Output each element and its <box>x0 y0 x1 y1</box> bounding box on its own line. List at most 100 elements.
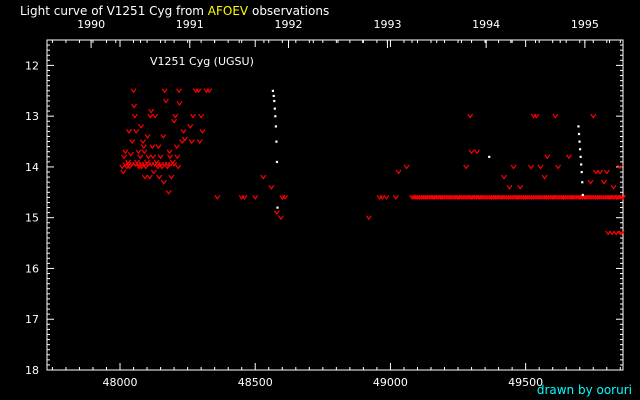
faint-observation-mark <box>537 164 544 170</box>
faint-observation-mark <box>383 195 390 200</box>
faint-observation-mark <box>125 129 132 134</box>
year-tick-label: 1990 <box>77 18 105 31</box>
faint-observation-mark <box>135 149 142 155</box>
y-tick-label: 17 <box>25 313 39 326</box>
faint-observation-mark <box>130 88 137 94</box>
faint-observation-mark <box>260 174 267 180</box>
credit-text: drawn by ooruri <box>536 383 632 397</box>
faint-observation-mark <box>617 195 624 200</box>
positive-observation-mark <box>273 107 276 110</box>
x-tick-label: 48000 <box>103 376 138 389</box>
faint-observation-mark <box>463 164 470 170</box>
title-highlight: AFOEV <box>207 4 249 18</box>
faint-observation-mark <box>175 164 182 170</box>
faint-observation-mark <box>241 195 248 200</box>
faint-observation-mark <box>131 103 138 109</box>
faint-observation-mark <box>160 134 167 139</box>
faint-observation-mark <box>174 154 181 160</box>
positive-observation-mark <box>577 125 580 128</box>
x-tick-label: 49500 <box>508 376 543 389</box>
faint-observation-mark <box>395 169 402 175</box>
positive-observation-mark <box>275 160 279 164</box>
faint-observation-mark <box>140 139 146 145</box>
faint-observation-mark <box>506 184 513 190</box>
faint-observation-mark <box>164 164 171 170</box>
faint-observation-mark <box>181 136 188 142</box>
x-tick-label: 49000 <box>373 376 408 389</box>
faint-observation-mark <box>129 139 136 145</box>
faint-observation-mark <box>125 159 132 165</box>
faint-observation-mark <box>142 164 149 170</box>
faint-observation-mark <box>127 151 134 157</box>
y-tick-label: 16 <box>25 262 39 275</box>
faint-observation-mark <box>122 149 129 155</box>
positive-observation-mark <box>274 125 277 128</box>
faint-observation-mark <box>141 174 148 180</box>
faint-observation-mark <box>176 101 183 106</box>
positive-observation-mark <box>275 140 278 143</box>
faint-observation-mark <box>158 164 165 170</box>
faint-observation-mark <box>160 179 167 185</box>
faint-observation-mark <box>206 88 213 94</box>
faint-observation-mark <box>149 144 156 150</box>
faint-observation-mark <box>268 184 275 190</box>
faint-observation-mark <box>510 164 517 170</box>
faint-observation-mark <box>541 174 548 180</box>
year-tick-label: 1993 <box>373 18 401 31</box>
faint-observation-mark <box>147 113 154 119</box>
year-tick-label: 1994 <box>472 18 500 31</box>
faint-observation-mark <box>281 195 288 200</box>
faint-observation-mark <box>467 113 474 119</box>
faint-observation-mark <box>544 154 551 160</box>
positive-observation-mark <box>579 155 582 158</box>
faint-observation-mark <box>171 162 178 167</box>
faint-observation-mark <box>190 113 197 119</box>
faint-observation-mark <box>172 113 179 119</box>
positive-observation-mark <box>276 206 279 209</box>
y-tick-label: 18 <box>25 364 39 377</box>
year-tick-label: 1991 <box>176 18 204 31</box>
faint-observation-mark <box>555 164 562 170</box>
faint-observation-mark <box>168 174 175 180</box>
faint-observation-mark <box>188 139 195 145</box>
faint-observation-mark <box>517 184 524 190</box>
faint-observation-mark <box>179 139 186 145</box>
faint-observation-mark <box>565 154 572 160</box>
faint-observation-mark <box>119 164 126 170</box>
faint-observation-mark <box>590 113 597 119</box>
faint-observation-mark <box>252 195 259 200</box>
faint-observation-mark <box>148 108 155 114</box>
faint-observation-mark <box>365 215 372 221</box>
positive-observation-mark <box>578 140 581 143</box>
faint-observation-mark <box>601 179 608 185</box>
faint-observation-mark <box>155 144 162 150</box>
year-tick-label: 1995 <box>571 18 599 31</box>
faint-observation-mark <box>196 139 203 145</box>
faint-observation-mark <box>473 149 480 155</box>
faint-observation-mark <box>161 88 168 94</box>
positive-observation-mark <box>488 155 491 158</box>
x-tick-label: 48500 <box>238 376 273 389</box>
y-tick-label: 15 <box>25 212 39 225</box>
faint-observation-mark <box>146 174 153 180</box>
faint-observation-mark <box>617 164 624 170</box>
positive-observation-mark <box>581 193 584 197</box>
positive-observation-mark <box>271 89 275 92</box>
faint-observation-mark <box>618 230 625 236</box>
faint-observation-mark <box>195 88 202 94</box>
faint-observation-mark <box>392 195 399 200</box>
faint-observation-mark <box>140 144 147 150</box>
faint-observation-mark <box>145 154 152 160</box>
y-tick-label: 14 <box>25 161 39 174</box>
faint-observation-mark <box>603 169 610 175</box>
year-tick-label: 1992 <box>274 18 302 31</box>
faint-observation-mark <box>165 189 172 195</box>
y-tick-label: 12 <box>25 59 39 72</box>
faint-observation-mark <box>214 195 221 200</box>
faint-observation-mark <box>533 113 540 119</box>
faint-observation-mark <box>528 164 535 170</box>
faint-observation-mark <box>187 123 194 129</box>
faint-observation-mark <box>150 169 157 175</box>
faint-observation-mark <box>173 144 180 150</box>
